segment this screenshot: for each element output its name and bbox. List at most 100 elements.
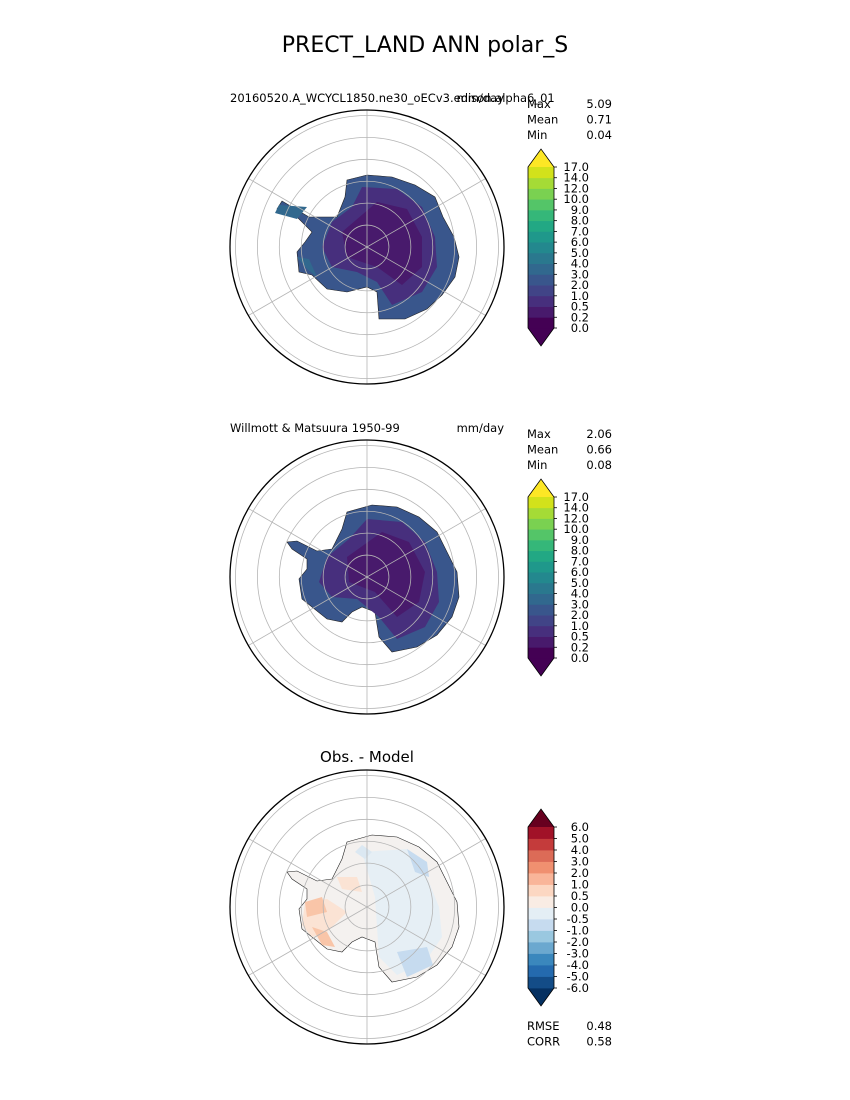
colorbar-model: 0.00.20.51.02.03.04.05.06.07.08.09.010.0… [527,148,589,347]
land-precip-region [342,202,422,285]
stat-label: RMSE [527,1019,559,1033]
map-grid-difference [235,770,499,1044]
colorbar-tick-label: 5.0 [571,246,589,260]
panel-observation: Willmott & Matsuura 1950-99 mm/day Max 2.… [229,421,612,715]
colorbar-extend-max [528,809,554,827]
colorbar-tick-label: 7.0 [571,554,589,568]
colorbar-tick-label: 3.0 [571,597,589,611]
colorbar-swatch [528,942,554,954]
colorbar-tick-label: -4.0 [567,958,589,972]
colorbar-swatch [528,838,554,851]
longitude-gridline [246,906,368,977]
colorbar-tick-label: 0.5 [571,889,589,903]
colorbar-tick-label: 1.0 [571,289,589,303]
difference-region [407,849,429,877]
colorbar-extend-max [528,149,554,167]
land-precip-region [347,532,425,617]
stats-difference: RMSE 0.48 CORR 0.58 [527,1019,612,1049]
colorbar-tick-label: 7.0 [571,224,589,238]
stat-label: Max [527,97,551,111]
colorbar-difference: -6.0-5.0-4.0-3.0-2.0-1.0-0.50.00.51.02.0… [527,808,589,1007]
colorbar-swatch [528,930,554,943]
colorbar-swatch [528,953,554,966]
colorbar-swatch [528,539,554,552]
colorbar-swatch [528,306,554,318]
colorbar-tick-label: 2.0 [571,608,589,622]
longitude-gridline [366,576,488,647]
colorbar-swatch [528,285,554,297]
stat-label: Min [527,458,547,472]
colorbar-swatch [528,263,554,275]
colorbar-tick-label: 1.0 [571,878,589,892]
colorbar-tick-label: 5.0 [571,832,589,846]
difference-region [312,927,335,947]
colorbar-tick-label: 6.0 [571,235,589,249]
colorbar-swatch [528,976,554,989]
colorbar-tick-label: -6.0 [567,981,589,995]
colorbar-tick-label: 0.0 [571,321,589,335]
colorbar-tick-label: -2.0 [567,935,589,949]
longitude-gridline [246,576,368,647]
panel-model: 20160520.A_WCYCL1850.ne30_oECv3.edison.a… [229,91,612,385]
longitude-gridline [246,246,368,317]
colorbar-swatch [528,827,554,839]
colorbar-swatch [528,507,554,519]
colorbar-tick-label: 17.0 [563,490,589,504]
difference-region [397,947,433,977]
colorbar-tick-label: -1.0 [567,924,589,938]
stats-model: Max 5.09 Mean 0.71 Min 0.04 [527,97,612,142]
colorbar-tick-label: 3.0 [571,267,589,281]
colorbar-swatch [528,873,554,885]
longitude-gridline [366,507,488,578]
panel-model-subtitle-left: 20160520.A_WCYCL1850.ne30_oECv3.edison.a… [230,91,555,105]
colorbar-swatch [528,582,554,594]
colorbar-extend-min [528,988,554,1006]
longitude-gridline [366,906,488,977]
colorbar-tick-label: 0.0 [571,651,589,665]
stat-value: 0.58 [586,1035,612,1049]
stat-value: 2.06 [586,427,612,441]
colorbar-swatch [528,884,554,897]
colorbar-swatch [528,615,554,627]
colorbar-observation: 0.00.20.51.02.03.04.05.06.07.08.09.010.0… [527,478,589,677]
colorbar-swatch [528,188,554,200]
colorbar-tick-label: 6.0 [571,565,589,579]
colorbar-tick-label: 1.0 [571,619,589,633]
colorbar-extend-min [528,658,554,676]
colorbar-tick-label: 4.0 [571,257,589,271]
stat-label: Max [527,427,551,441]
colorbar-tick-label: 4.0 [571,587,589,601]
colorbar-tick-label: 14.0 [563,171,589,185]
colorbar-tick-label: 9.0 [571,533,589,547]
stat-value: 0.48 [586,1019,612,1033]
polar-map-model [235,110,499,384]
colorbar-tick-label: 10.0 [563,192,589,206]
colorbar-swatch [528,529,554,541]
colorbar-swatch [528,850,554,862]
colorbar-swatch [528,317,554,329]
stat-value: 0.66 [586,443,612,457]
stats-observation: Max 2.06 Mean 0.66 Min 0.08 [527,427,612,472]
figure-title: PRECT_LAND ANN polar_S [282,33,568,58]
colorbar-swatch [528,965,554,977]
colorbar-swatch [528,220,554,232]
colorbar-tick-label: 12.0 [563,181,589,195]
colorbar-tick-label: 0.5 [571,300,589,314]
colorbar-swatch [528,252,554,264]
longitude-gridline [246,177,368,248]
colorbar-swatch [528,497,554,509]
colorbar-swatch [528,518,554,530]
colorbar-swatch [528,896,554,908]
stat-label: Mean [527,443,558,457]
polar-map-observation [235,440,499,714]
land-precip-region [275,205,307,219]
colorbar-swatch [528,593,554,605]
colorbar-swatch [528,647,554,659]
colorbar-swatch [528,167,554,179]
colorbar-swatch [528,550,554,562]
colorbar-tick-label: 10.0 [563,522,589,536]
stat-value: 5.09 [586,97,612,111]
stat-label: Mean [527,113,558,127]
colorbar-swatch [528,907,554,920]
stat-value: 0.08 [586,458,612,472]
